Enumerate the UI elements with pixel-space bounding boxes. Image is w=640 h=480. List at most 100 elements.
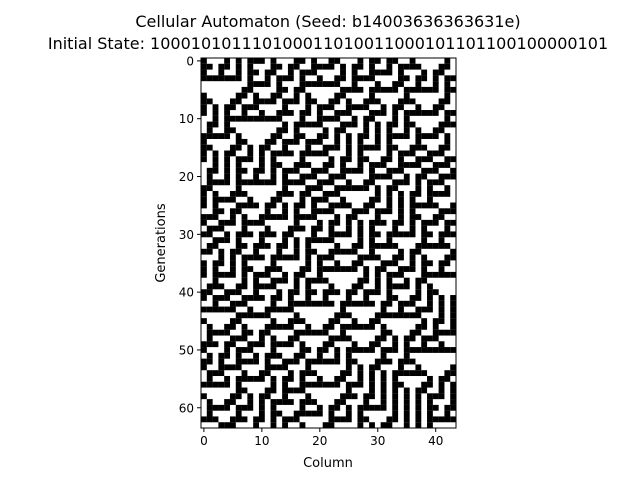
cell-on — [241, 370, 248, 377]
cell-on — [450, 329, 457, 336]
cell-on — [224, 167, 231, 174]
cell-on — [351, 69, 358, 76]
cell-on — [444, 231, 451, 238]
cell-on — [212, 133, 219, 139]
cell-on — [305, 190, 312, 197]
cell-on — [287, 323, 294, 330]
cell-on — [264, 387, 271, 394]
cell-on — [201, 58, 207, 64]
cell-on — [380, 243, 387, 249]
cell-on — [201, 69, 207, 76]
cell-on — [351, 208, 358, 215]
cell-on — [398, 75, 404, 82]
cell-on — [270, 196, 277, 203]
cell-on — [299, 318, 306, 324]
x-axis-label: Column — [303, 456, 353, 471]
cell-on — [328, 98, 335, 105]
cell-on — [247, 196, 254, 203]
cell-on — [421, 144, 428, 151]
cell-on — [311, 185, 317, 192]
cell-on — [218, 237, 225, 244]
cell-on — [427, 243, 433, 249]
cell-on — [282, 144, 288, 151]
cell-on — [241, 347, 248, 353]
cell-on — [421, 347, 428, 353]
cell-on — [282, 98, 288, 105]
cell-on — [282, 271, 288, 278]
cell-on — [206, 416, 213, 423]
cell-on — [374, 173, 381, 180]
cell-on — [398, 196, 404, 203]
cell-on — [316, 115, 323, 122]
cell-on — [386, 190, 393, 197]
cell-on — [351, 104, 358, 111]
cell-on — [403, 231, 410, 238]
cell-on — [432, 289, 439, 296]
cell-on — [241, 104, 248, 111]
cell-on — [212, 283, 219, 290]
cell-on — [334, 127, 341, 134]
cell-on — [392, 393, 399, 400]
cell-on — [264, 179, 271, 186]
cell-on — [287, 370, 294, 377]
cell-on — [357, 58, 364, 64]
cell-on — [409, 231, 416, 238]
cell-on — [328, 219, 335, 226]
cell-on — [386, 260, 393, 267]
cell-on — [229, 416, 236, 423]
cell-on — [328, 208, 335, 215]
cell-on — [229, 399, 236, 405]
cell-on — [363, 271, 370, 278]
cell-on — [415, 312, 422, 319]
cell-on — [369, 404, 375, 411]
cell-on — [201, 144, 207, 151]
cell-on — [357, 75, 364, 82]
cell-on — [421, 277, 428, 284]
cell-on — [224, 289, 231, 296]
cell-on — [334, 312, 341, 319]
cell-on — [328, 81, 335, 87]
cell-on — [322, 277, 329, 284]
cell-on — [345, 364, 352, 371]
cell-on — [322, 289, 329, 296]
cell-on — [311, 248, 317, 255]
cell-on — [334, 358, 341, 365]
cell-on — [212, 167, 219, 174]
cell-on — [374, 110, 381, 116]
cell-on — [398, 202, 404, 209]
cell-on — [415, 393, 422, 400]
cell-on — [282, 243, 288, 249]
cell-on — [212, 190, 219, 197]
cell-on — [415, 75, 422, 82]
cell-on — [218, 196, 225, 203]
cell-on — [334, 231, 341, 238]
cell-on — [357, 231, 364, 238]
cell-on — [282, 358, 288, 365]
cell-on — [258, 237, 265, 244]
cell-on — [415, 86, 422, 93]
cell-on — [258, 399, 265, 405]
cell-on — [206, 329, 213, 336]
cell-on — [357, 323, 364, 330]
cell-on — [218, 404, 225, 411]
cell-on — [444, 173, 451, 180]
cell-on — [305, 248, 312, 255]
cell-on — [386, 58, 393, 64]
cell-on — [328, 162, 335, 168]
cell-on — [438, 393, 445, 400]
cell-on — [415, 110, 422, 116]
cell-on — [392, 110, 399, 116]
cell-on — [363, 295, 370, 301]
cell-on — [212, 162, 219, 168]
cell-on — [253, 104, 260, 111]
cell-on — [305, 393, 312, 400]
cell-on — [224, 121, 231, 128]
cell-on — [415, 214, 422, 220]
cell-on — [276, 295, 283, 301]
cell-on — [415, 410, 422, 417]
cell-on — [432, 81, 439, 87]
cell-on — [287, 150, 294, 157]
cell-on — [270, 156, 277, 163]
cell-on — [403, 358, 410, 365]
cell-on — [270, 399, 277, 405]
